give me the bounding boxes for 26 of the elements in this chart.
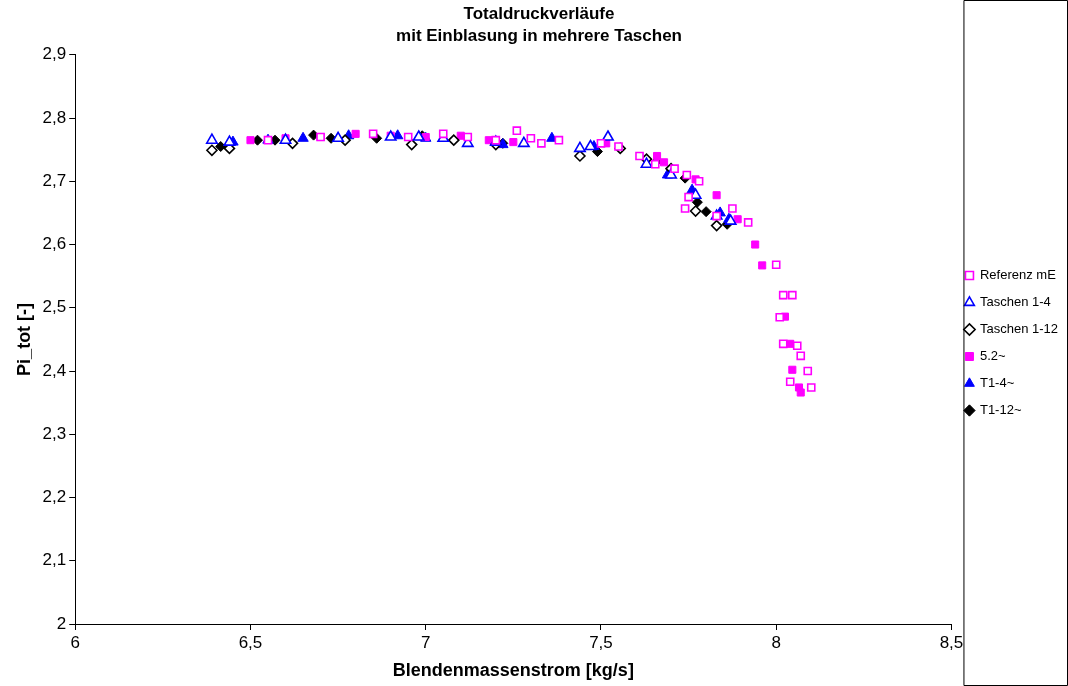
legend-label: Taschen 1-12 bbox=[979, 321, 1059, 337]
legend-label: 5.2~ bbox=[979, 348, 1007, 364]
x-tick-label: 8,5 bbox=[939, 632, 964, 652]
y-tick-label: 2,5 bbox=[42, 297, 67, 317]
y-tick-label: 2,3 bbox=[42, 423, 67, 443]
legend-label: T1-12~ bbox=[979, 402, 1022, 418]
chart-title: Totaldruckverläufe bbox=[463, 3, 615, 23]
y-tick-label: 2,6 bbox=[42, 234, 67, 254]
y-tick-label: 2,2 bbox=[42, 487, 67, 507]
x-tick-label: 8 bbox=[771, 632, 781, 652]
y-tick-label: 2,1 bbox=[42, 550, 67, 570]
x-tick-label: 7,5 bbox=[589, 632, 613, 652]
x-axis-title: Blendenmassenstrom [kg/s] bbox=[392, 660, 634, 681]
chart-subtitle: mit Einblasung in mehrere Taschen bbox=[396, 26, 682, 46]
y-tick-label: 2 bbox=[56, 613, 67, 633]
y-tick-label: 2,9 bbox=[42, 44, 67, 64]
legend-label: Referenz mE bbox=[979, 267, 1057, 283]
x-tick-label: 7 bbox=[420, 632, 431, 652]
y-tick-label: 2,7 bbox=[42, 170, 67, 190]
y-tick-label: 2,8 bbox=[42, 107, 67, 127]
legend-label: T1-4~ bbox=[979, 375, 1015, 391]
x-tick-label: 6,5 bbox=[238, 632, 263, 652]
legend-label: Taschen 1-4 bbox=[979, 294, 1051, 310]
x-tick-label: 6 bbox=[70, 632, 80, 652]
y-tick-label: 2,4 bbox=[42, 360, 67, 380]
y-axis-title: Pi_tot [-] bbox=[13, 302, 34, 376]
